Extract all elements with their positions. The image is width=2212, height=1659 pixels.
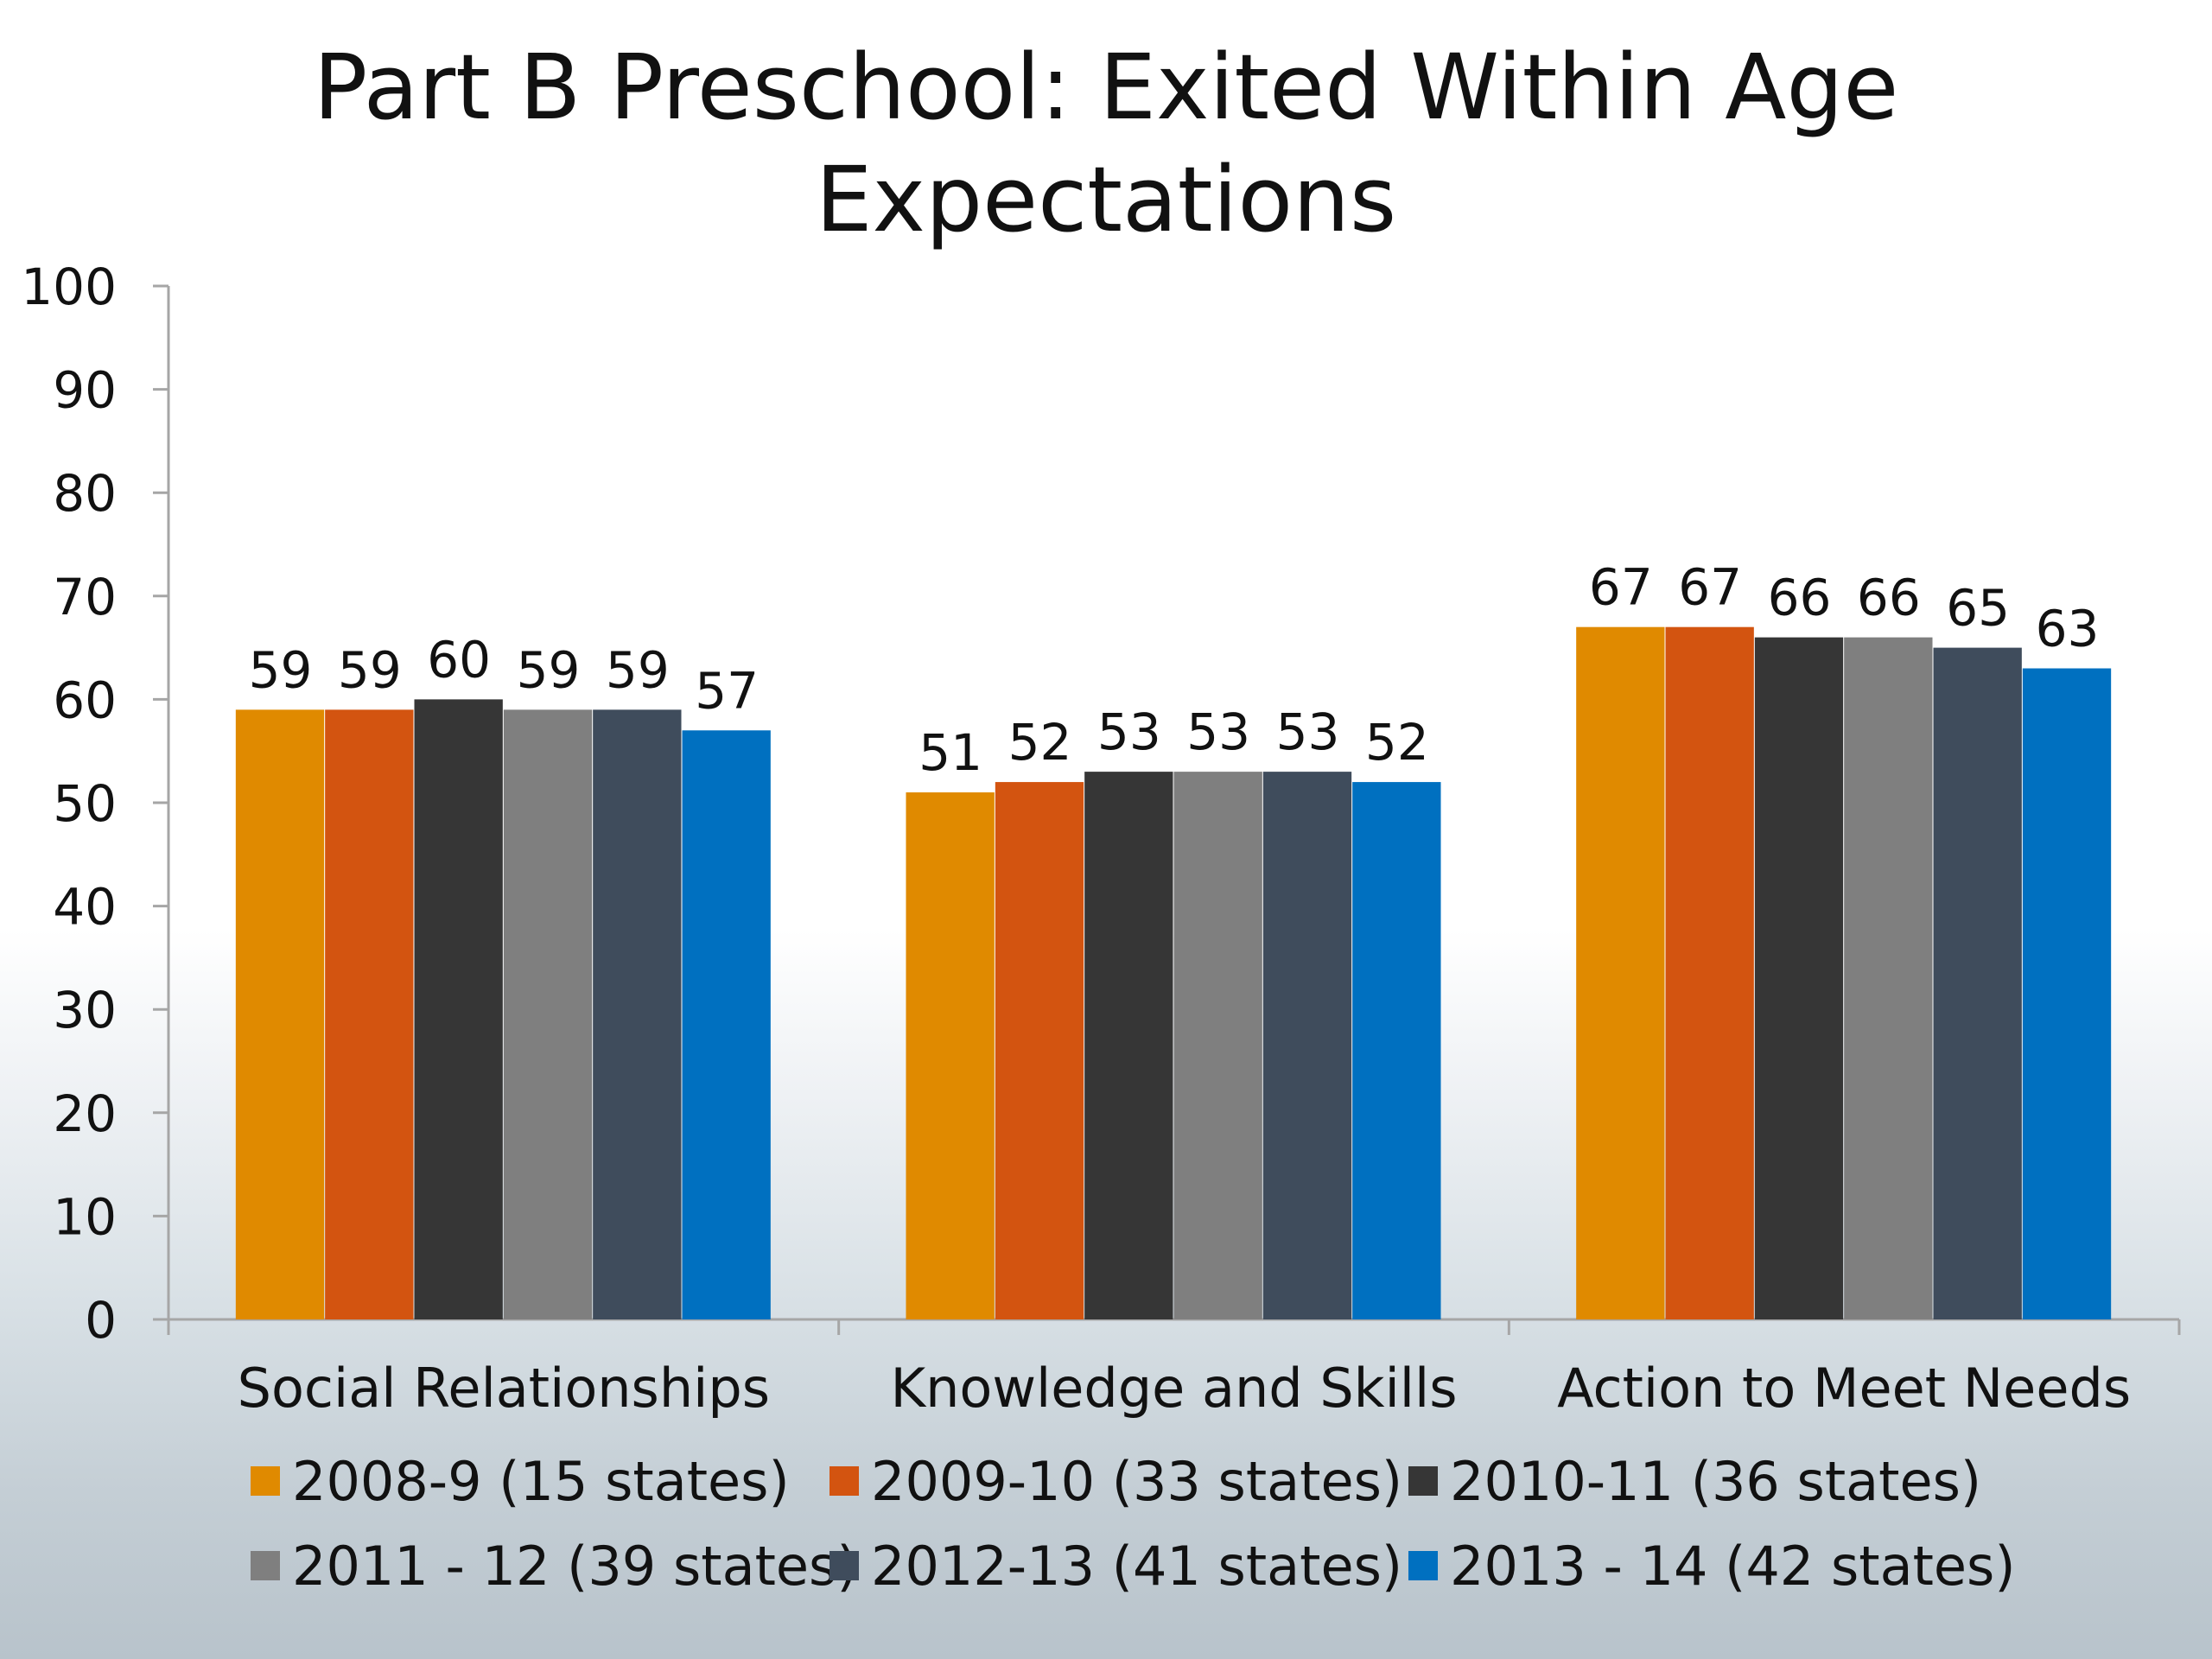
data-label: 51 — [918, 723, 982, 782]
x-axis: Social Relationships Knowledge and Skills… — [167, 1318, 2181, 1420]
data-label: 59 — [249, 640, 313, 699]
chart-title-line-1: Part B Preschool: Exited Within Age — [313, 35, 1899, 140]
bar — [1754, 637, 1844, 1319]
data-label: 52 — [1008, 713, 1072, 772]
category-label: Action to Meet Needs — [1557, 1357, 2131, 1420]
data-label: 67 — [1589, 558, 1653, 617]
data-label: 66 — [1768, 569, 1832, 627]
bar — [995, 782, 1084, 1319]
bar — [325, 709, 414, 1319]
legend-label: 2013 - 14 (42 states) — [1450, 1534, 2016, 1598]
data-label: 63 — [2036, 600, 2100, 658]
chart-title: Part B Preschool: Exited Within Age Expe… — [0, 31, 2212, 256]
y-tick-label: 40 — [53, 878, 117, 937]
y-tick-label: 60 — [53, 671, 117, 729]
legend-item: 2008-9 (15 states) — [251, 1445, 830, 1517]
legend-swatch — [1408, 1466, 1438, 1496]
data-label: 60 — [427, 630, 491, 689]
y-tick-label: 10 — [53, 1187, 117, 1246]
y-axis: 0 10 20 30 40 50 60 70 80 90 100 — [21, 257, 170, 1350]
y-tick-label: 70 — [53, 568, 117, 626]
legend-item: 2011 - 12 (39 states) — [251, 1529, 858, 1602]
legend-swatch — [251, 1466, 280, 1496]
bar — [682, 730, 771, 1319]
bar — [906, 792, 995, 1319]
legend-label: 2011 - 12 (39 states) — [292, 1534, 858, 1598]
legend-swatch — [1408, 1551, 1438, 1580]
bar — [235, 709, 325, 1319]
legend-label: 2012-13 (41 states) — [871, 1534, 1403, 1598]
data-label: 65 — [1946, 579, 2010, 638]
bar — [1933, 647, 2022, 1319]
legend-swatch — [830, 1551, 859, 1580]
bar — [503, 709, 593, 1319]
data-label: 59 — [517, 640, 581, 699]
bar — [593, 709, 682, 1319]
bar — [2022, 668, 2112, 1319]
y-tick-label: 50 — [53, 774, 117, 833]
category-label: Social Relationships — [238, 1357, 770, 1420]
legend-label: 2010-11 (36 states) — [1450, 1449, 1982, 1513]
data-label: 67 — [1678, 558, 1742, 617]
bar — [1173, 772, 1262, 1319]
legend-swatch — [830, 1466, 859, 1496]
data-label: 66 — [1857, 569, 1921, 627]
bar — [1844, 637, 1933, 1319]
data-label: 53 — [1186, 702, 1250, 761]
y-tick-label: 100 — [21, 257, 117, 316]
y-tick-label: 0 — [85, 1291, 117, 1350]
legend-item: 2010-11 (36 states) — [1408, 1445, 1987, 1517]
data-label: 59 — [606, 640, 670, 699]
data-label: 52 — [1365, 713, 1429, 772]
legend-label: 2009-10 (33 states) — [871, 1449, 1403, 1513]
legend-label: 2008-9 (15 states) — [292, 1449, 790, 1513]
data-label: 53 — [1097, 702, 1161, 761]
legend-item: 2013 - 14 (42 states) — [1408, 1529, 2016, 1602]
data-label: 59 — [338, 640, 402, 699]
legend-item: 2009-10 (33 states) — [830, 1445, 1408, 1517]
y-tick-label: 20 — [53, 1084, 117, 1143]
bar — [1352, 782, 1441, 1319]
bar — [1576, 626, 1665, 1319]
bars — [235, 626, 2112, 1319]
legend: 2008-9 (15 states) 2009-10 (33 states) 201… — [251, 1445, 2031, 1602]
bar — [414, 699, 503, 1319]
y-tick-label: 30 — [53, 981, 117, 1039]
data-label: 57 — [695, 661, 759, 720]
y-tick-label: 90 — [53, 361, 117, 420]
legend-swatch — [251, 1551, 280, 1580]
bar — [1262, 772, 1352, 1319]
data-label: 53 — [1276, 702, 1340, 761]
bar — [1084, 772, 1173, 1319]
bar — [1665, 626, 1754, 1319]
category-label: Knowledge and Skills — [890, 1357, 1457, 1420]
y-tick-label: 80 — [53, 464, 117, 523]
chart-title-line-2: Expectations — [815, 147, 1397, 252]
data-labels: 59 51 67 59 52 67 60 53 66 59 53 66 59 53 65 57 52 63 — [249, 558, 2100, 782]
legend-item: 2012-13 (41 states) — [830, 1529, 1408, 1602]
